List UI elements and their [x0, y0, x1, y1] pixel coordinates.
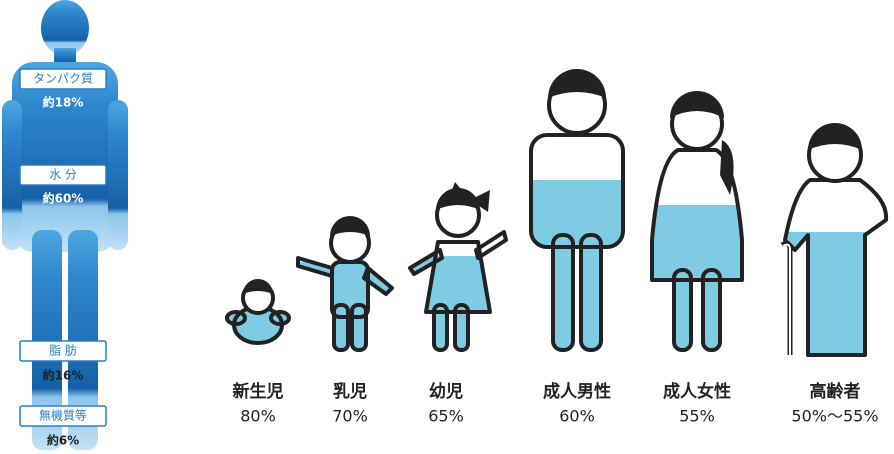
body-silhouette	[2, 0, 128, 450]
component-value: 約6%	[47, 433, 79, 448]
component-value: 約18%	[43, 95, 84, 110]
group-label: 新生児	[233, 381, 284, 402]
group-label: 幼児	[429, 381, 463, 402]
group-label: 乳児	[333, 381, 367, 402]
label-box	[19, 68, 107, 90]
label-box	[19, 405, 107, 427]
label-box	[19, 340, 107, 362]
figures	[225, 69, 889, 357]
component-value: 約60%	[43, 191, 84, 206]
component-label: 水 分	[49, 168, 77, 182]
group-label: 成人男性	[543, 381, 611, 402]
group-value: 60%	[559, 407, 595, 426]
group-label: 高齢者	[810, 381, 861, 402]
label-box	[19, 164, 107, 186]
group-value: 50%～55%	[791, 407, 878, 426]
component-label: 脂 肪	[49, 343, 77, 358]
group-value: 70%	[332, 407, 368, 426]
component-label: 無機質等	[39, 408, 87, 423]
component-label: タンパク質	[33, 71, 93, 86]
component-value: 約16%	[43, 368, 84, 383]
group-value: 65%	[428, 407, 464, 426]
group-value: 55%	[679, 407, 715, 426]
group-label: 成人女性	[663, 381, 731, 402]
group-value: 80%	[240, 407, 276, 426]
